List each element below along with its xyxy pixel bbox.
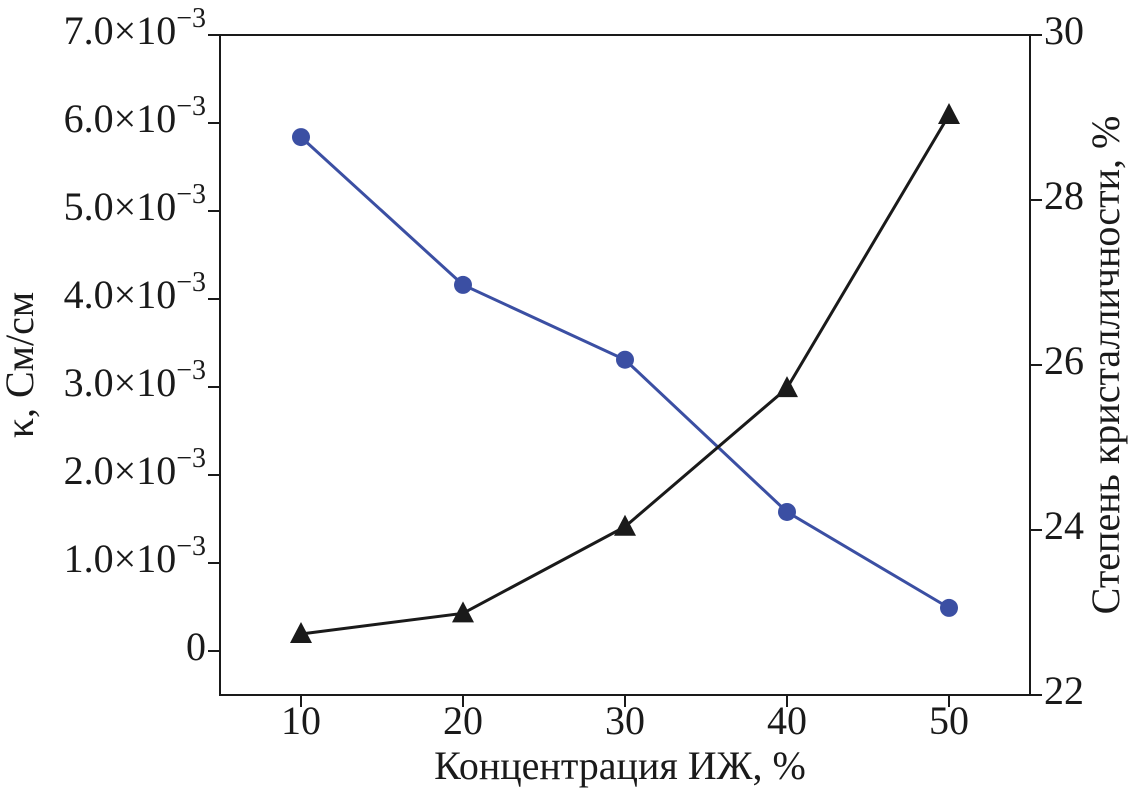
- marker: [452, 601, 474, 623]
- x-tick-label: 40: [767, 698, 807, 743]
- y2-tick-label: 22: [1044, 668, 1084, 713]
- y-tick-label: 5.0×10−3: [64, 179, 206, 229]
- y2-tick-label: 26: [1044, 338, 1084, 383]
- series-line: [299, 135, 950, 610]
- y-tick-label: 0: [186, 624, 206, 669]
- y-axis-label: κ, См/см: [0, 292, 42, 438]
- marker: [614, 514, 636, 536]
- marker: [292, 128, 310, 147]
- x-tick-label: 20: [443, 698, 483, 743]
- marker: [940, 598, 958, 617]
- y-tick-label: 3.0×10−3: [64, 355, 206, 405]
- y-tick-label: 6.0×10−3: [64, 91, 206, 141]
- series-line: [300, 114, 951, 636]
- x-tick-label: 30: [605, 698, 645, 743]
- y2-tick-label: 24: [1044, 503, 1084, 548]
- x-tick-label: 50: [929, 698, 969, 743]
- marker: [616, 350, 634, 369]
- marker: [778, 502, 796, 521]
- marker: [454, 275, 472, 294]
- x-tick-label: 10: [281, 698, 321, 743]
- y-tick-label: 7.0×10−3: [64, 3, 206, 53]
- marker: [776, 376, 798, 398]
- x-axis-label: Концентрация ИЖ, %: [434, 743, 806, 788]
- y2-tick-label: 28: [1044, 173, 1084, 218]
- y-tick-label: 1.0×10−3: [64, 531, 206, 581]
- marker: [938, 103, 960, 125]
- y2-tick-label: 30: [1044, 8, 1084, 53]
- y-tick-label: 4.0×10−3: [64, 267, 206, 317]
- marker: [290, 621, 312, 643]
- y-tick-label: 2.0×10−3: [64, 443, 206, 493]
- y2-axis-label: Степень кристалличности, %: [1083, 116, 1128, 615]
